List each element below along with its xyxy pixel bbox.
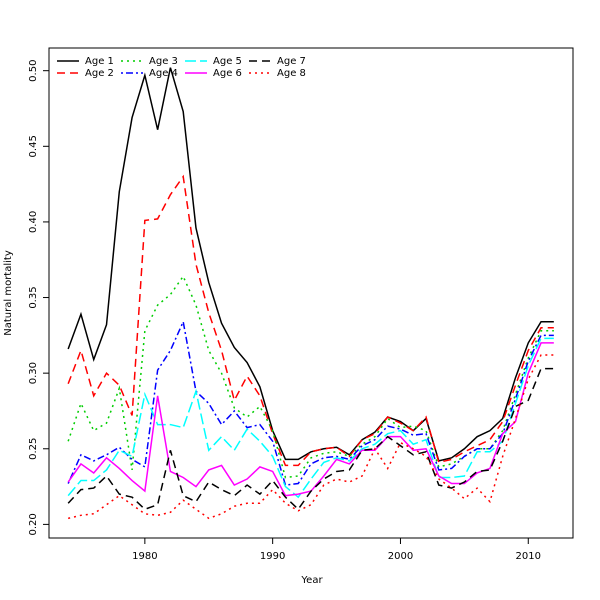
series-line — [67, 337, 554, 499]
y-tick-label: 0.50 — [28, 60, 39, 82]
y-tick-label: 0.40 — [28, 211, 39, 233]
legend-label: Age 7 — [277, 56, 306, 67]
x-tick-label: 2000 — [388, 551, 413, 562]
y-axis-label: Natural mortality — [3, 250, 14, 336]
series-line — [67, 174, 554, 467]
y-tick-label: 0.20 — [28, 513, 39, 535]
series-line — [67, 67, 554, 462]
y-tick-label: 0.30 — [28, 362, 39, 384]
x-tick-label: 2010 — [516, 551, 541, 562]
y-tick-label: 0.45 — [28, 135, 39, 157]
series-line — [67, 274, 554, 479]
plot-frame — [48, 47, 574, 539]
legend-label: Age 8 — [277, 68, 306, 79]
x-tick-label: 1980 — [132, 551, 157, 562]
legend-label: Age 3 — [149, 56, 178, 67]
y-tick-label: 0.35 — [28, 286, 39, 308]
legend-label: Age 4 — [149, 68, 178, 79]
legend-label: Age 1 — [85, 56, 114, 67]
legend-label: Age 5 — [213, 56, 242, 67]
legend-label: Age 6 — [213, 68, 242, 79]
series-line — [67, 367, 554, 511]
x-tick-label: 1990 — [260, 551, 285, 562]
series-line — [67, 319, 554, 486]
series-line — [67, 354, 554, 520]
series-line — [67, 342, 554, 497]
legend-label: Age 2 — [85, 68, 114, 79]
x-axis-label: Year — [300, 575, 323, 586]
y-tick-label: 0.25 — [28, 438, 39, 460]
